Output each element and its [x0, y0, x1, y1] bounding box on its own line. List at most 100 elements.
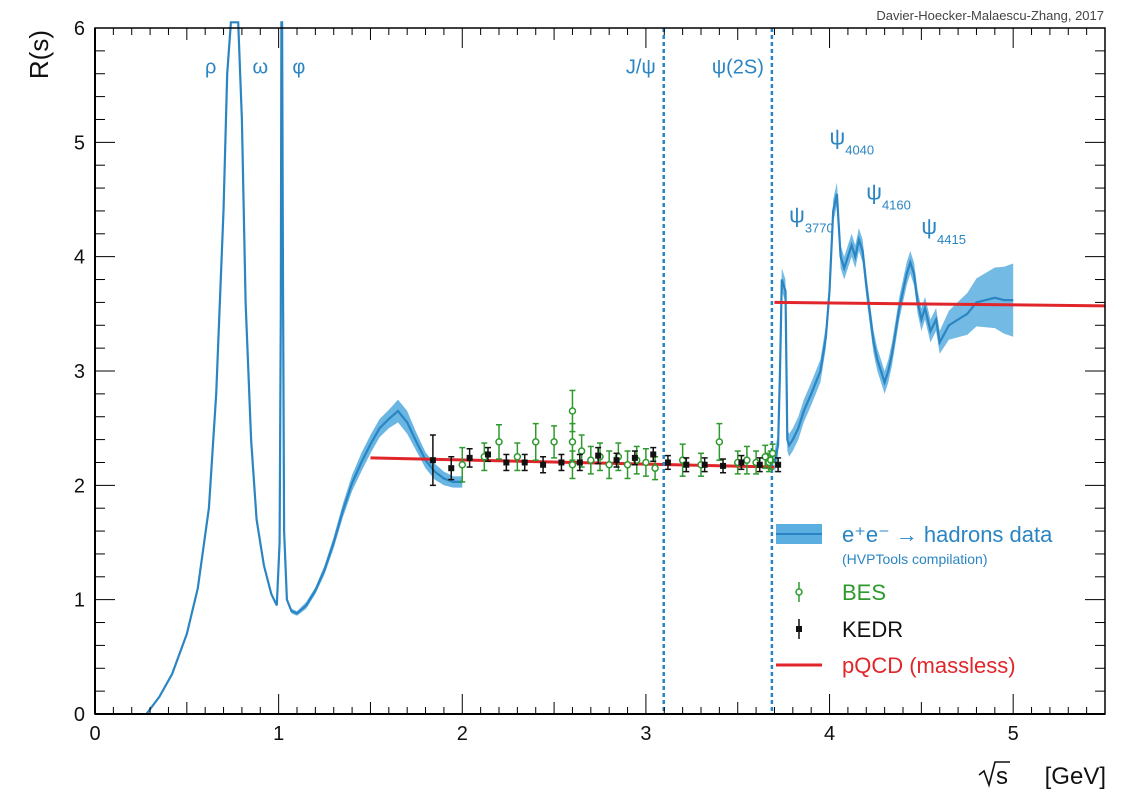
- bes-marker: [495, 438, 503, 446]
- credit-label: Davier-Hoecker-Malaescu-Zhang, 2017: [876, 8, 1104, 23]
- kedr-point: [613, 452, 620, 468]
- bes-marker: [715, 438, 724, 446]
- low-energy-band: [146, 22, 463, 715]
- x-tick-label: 1: [273, 723, 284, 745]
- resonance-label: ρ: [205, 57, 216, 79]
- legend-label-pqcd: pQCD (massless): [842, 653, 1016, 678]
- bes-point: [715, 422, 724, 461]
- kedr-marker: [664, 459, 671, 466]
- low-energy-central-line: [145, 21, 463, 715]
- charm-region-central-line: [773, 193, 1014, 463]
- charmonium-psi: ψ: [789, 202, 805, 227]
- kedr-marker: [429, 457, 436, 464]
- bes-marker: [577, 447, 586, 455]
- kedr-marker: [775, 461, 782, 468]
- resonance-label: ω: [252, 57, 268, 79]
- legend-kedr-marker: [796, 626, 802, 632]
- x-tick-label: 3: [640, 723, 651, 745]
- bes-marker: [642, 458, 650, 467]
- kedr-marker: [484, 451, 491, 458]
- bes-point: [568, 389, 577, 433]
- charmonium-psi: ψ: [830, 125, 846, 150]
- kedr-marker: [558, 459, 565, 466]
- charmonium-subscript: 4160: [882, 198, 911, 213]
- y-tick-label: 3: [74, 361, 85, 383]
- bes-point: [587, 445, 595, 475]
- x-axis-label-variable: s: [996, 763, 1008, 790]
- bes-marker: [531, 438, 540, 446]
- kedr-point: [540, 456, 547, 474]
- plot-border: [94, 27, 1106, 715]
- bes-point: [531, 422, 540, 461]
- y-axis-label: R(s): [24, 30, 54, 79]
- kedr-point: [484, 446, 491, 463]
- kedr-point: [664, 454, 671, 471]
- bes-marker: [568, 461, 577, 469]
- kedr-marker: [576, 459, 583, 466]
- bes-marker: [768, 449, 777, 458]
- kedr-point: [521, 453, 528, 472]
- charmonium-psi: ψ: [921, 214, 937, 239]
- kedr-point: [775, 457, 782, 473]
- charmonium-psi: ψ: [866, 180, 882, 205]
- y-tick-label: 4: [74, 247, 85, 269]
- charmonium-label: ψ4415: [921, 214, 966, 247]
- plot-frame: 0 1 2 3 4 5 0 1 2 3 4 5 6 R(s) s [GeV] Davier-Hoecker-Ma…: [24, 8, 1106, 790]
- bes-marker: [458, 461, 467, 469]
- y-tick-label: 5: [74, 132, 85, 154]
- bes-marker: [550, 438, 558, 446]
- x-tick-label: 0: [89, 723, 100, 745]
- kedr-marker: [503, 459, 510, 466]
- kedr-point: [701, 457, 708, 473]
- kedr-marker: [720, 462, 727, 469]
- vertical-line-label: J/ψ: [626, 57, 656, 79]
- sqrt-symbol: [978, 761, 1010, 788]
- kedr-marker: [631, 454, 638, 461]
- bes-marker: [605, 461, 613, 469]
- y-tick-label: 2: [74, 475, 85, 497]
- kedr-marker: [738, 459, 745, 466]
- kedr-point: [466, 447, 473, 468]
- kedr-point: [448, 456, 455, 481]
- y-tick-label: 1: [74, 590, 85, 612]
- charmonium-subscript: 4040: [845, 143, 874, 158]
- kedr-point: [503, 453, 510, 472]
- bes-point: [480, 442, 489, 472]
- bes-point: [568, 450, 577, 480]
- kedr-point: [650, 446, 657, 463]
- bes-point: [495, 423, 503, 460]
- bes-point: [623, 450, 632, 480]
- bes-point: [642, 447, 650, 477]
- bes-point: [513, 442, 522, 472]
- kedr-point: [720, 458, 727, 474]
- bes-marker: [568, 438, 577, 446]
- kedr-marker: [650, 451, 657, 458]
- charmonium-subscript: 4415: [937, 232, 966, 247]
- bes-marker: [513, 453, 522, 461]
- hadron-data-band: [145, 21, 1014, 715]
- bes-point: [678, 443, 687, 477]
- charmonium-subscript: 3770: [805, 220, 834, 235]
- bes-marker: [651, 464, 659, 472]
- x-tick-label: 2: [457, 723, 468, 745]
- bes-point: [605, 450, 613, 480]
- charmonium-label: ψ3770: [789, 202, 834, 235]
- kedr-point: [756, 457, 763, 473]
- kedr-point: [738, 454, 745, 471]
- kedr-marker: [683, 461, 690, 468]
- charmonium-label: ψ4040: [830, 125, 875, 158]
- bes-marker: [623, 461, 632, 469]
- legend-label-kedr: KEDR: [842, 617, 903, 642]
- kedr-marker: [701, 461, 708, 468]
- bes-point: [768, 443, 777, 464]
- kedr-marker: [756, 461, 763, 468]
- bes-marker: [743, 456, 751, 464]
- kedr-marker: [466, 454, 473, 461]
- kedr-point: [429, 434, 436, 487]
- kedr-point: [576, 453, 583, 472]
- bes-marker: [587, 456, 595, 464]
- bes-point: [550, 425, 558, 459]
- charm-region-band: [774, 182, 1014, 474]
- kedr-marker: [595, 452, 602, 459]
